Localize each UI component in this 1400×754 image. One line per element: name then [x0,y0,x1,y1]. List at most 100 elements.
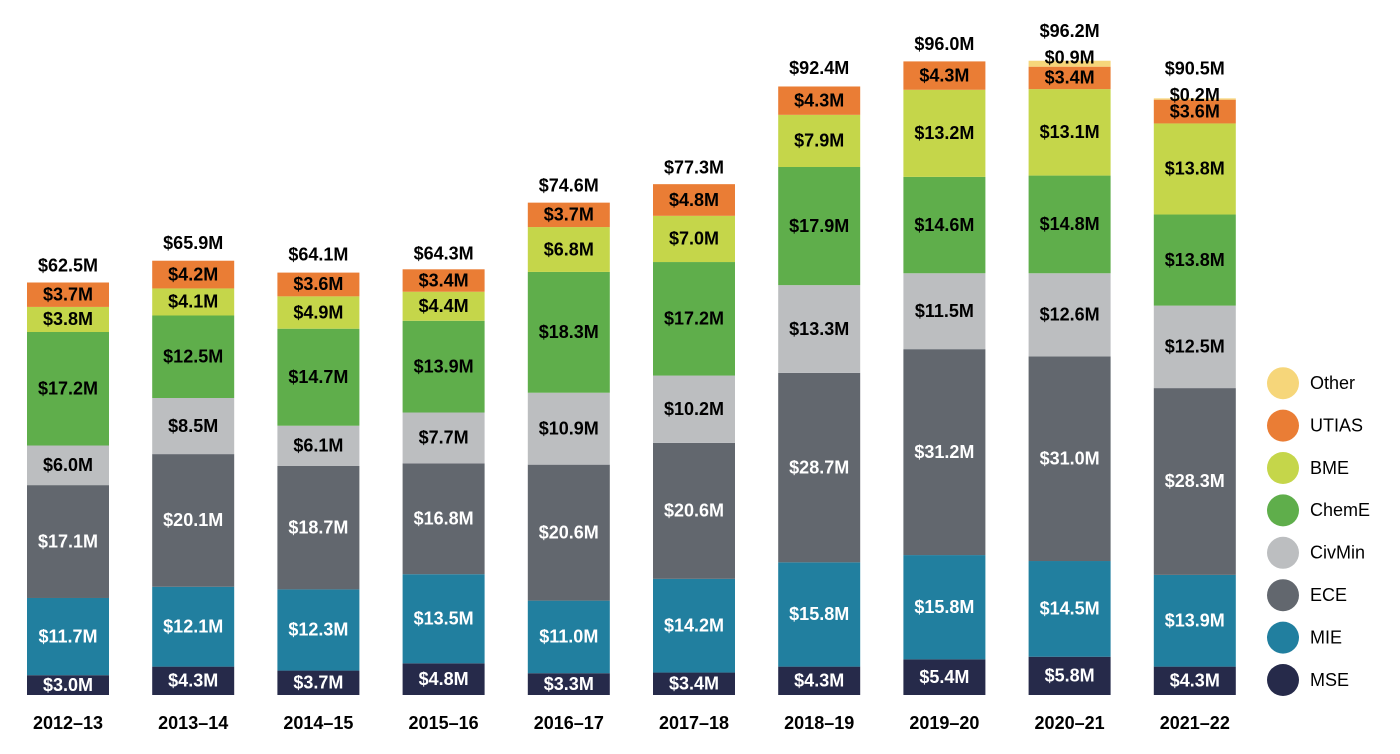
segment-label: $14.6M [914,215,974,235]
bar-segment [27,597,109,676]
bar-segment [1153,98,1236,100]
segment-label: $5.4M [919,667,969,687]
segment-label: $3.6M [1170,101,1220,121]
bar-segment [653,375,735,443]
bar-segment [1153,666,1236,695]
segment-label: $4.3M [168,671,218,691]
segment-label: $4.3M [919,65,969,85]
segment-label: $16.8M [414,509,474,529]
bar-segment [402,291,485,321]
segment-label: $4.8M [419,669,469,689]
segment-label: $4.4M [419,296,469,316]
bar-segment [527,202,610,228]
segment-label: $4.1M [168,292,218,312]
bar-segment [903,659,986,695]
bar-segment [1028,656,1111,695]
x-tick-label: 2013–14 [158,713,228,733]
segment-label: $14.2M [664,615,724,635]
x-tick-label: 2017–18 [659,713,729,733]
segment-label: $18.3M [539,322,599,342]
legend-swatch [1267,409,1299,442]
legend-swatch [1267,494,1299,527]
segment-label: $0.9M [1045,47,1095,67]
bar-segment [1028,561,1111,657]
bar-segment [27,282,109,307]
bar-segment [653,184,735,216]
segment-label: $18.7M [288,517,348,537]
bar-segment [1028,356,1111,562]
bar-segment [778,167,861,286]
legend-label: BME [1310,458,1349,478]
bar-segment [903,176,986,274]
segment-label: $3.0M [43,675,93,695]
bar-segment [653,578,735,673]
bar-segment [653,672,735,695]
bar-segment [277,272,360,297]
segment-label: $13.9M [1165,611,1225,631]
total-label: $74.6M [539,175,599,195]
segment-label: $15.8M [914,597,974,617]
segment-label: $12.5M [1165,337,1225,357]
legend-swatch [1267,664,1299,696]
segment-label: $12.1M [163,616,223,636]
x-tick-label: 2021–22 [1160,713,1230,733]
bar-segment [778,285,861,373]
segment-label: $3.4M [419,270,469,290]
x-tick-label: 2015–16 [409,713,479,733]
total-label: $96.2M [1040,21,1100,41]
legend-label: ChemE [1310,500,1370,520]
segment-label: $11.7M [38,626,97,646]
bar-segment [1028,89,1111,176]
segment-label: $3.8M [43,309,93,329]
bar-segment [527,600,610,674]
segment-label: $17.2M [38,379,98,399]
bar-segment [152,288,235,316]
bar-segment [27,675,109,695]
bar-segment [27,306,109,332]
bar-segment [277,328,360,426]
bar-segment [527,271,610,393]
bar-segment [778,372,861,563]
bar-segment [152,398,235,455]
legend-swatch [1267,579,1299,612]
bar-segment [903,273,986,350]
bar-segment [402,269,485,292]
bar-segment [402,320,485,413]
segment-label: $28.7M [789,457,849,477]
legend-swatch [1267,452,1299,484]
total-label: $65.9M [163,233,223,253]
segment-label: $6.1M [293,436,343,456]
bar-segment [1153,123,1236,215]
bar-segment [27,485,109,598]
segment-label: $13.3M [789,319,849,339]
legend-label: MIE [1310,627,1342,647]
legend-swatch [1267,621,1299,654]
bar-segment [1153,99,1236,124]
bar-segment [778,666,861,695]
segment-label: $13.8M [1165,159,1225,179]
segment-label: $20.6M [664,501,724,521]
bar-segment [152,586,235,667]
bar-segment [1153,305,1236,389]
bar-segment [277,425,360,466]
total-label: $90.5M [1165,58,1225,78]
segment-label: $13.2M [914,123,974,143]
segment-label: $4.3M [794,671,844,691]
bar-segment [402,412,485,464]
x-tick-label: 2016–17 [534,713,604,733]
segment-label: $3.7M [293,673,343,693]
segment-label: $14.7M [288,367,348,387]
segment-label: $31.2M [914,442,974,462]
bar-segment [152,260,235,289]
segment-label: $14.8M [1040,214,1100,234]
bar-segment [1028,60,1111,67]
legend-swatch [1267,536,1299,569]
bar-segment [527,392,610,465]
bar-segment [903,61,986,90]
total-label: $62.5M [38,255,98,275]
bar-segment [903,349,986,556]
segment-label: $14.5M [1040,599,1100,619]
bar-segment [402,574,485,664]
bar-segment [152,666,235,695]
bar-segment [27,332,109,446]
